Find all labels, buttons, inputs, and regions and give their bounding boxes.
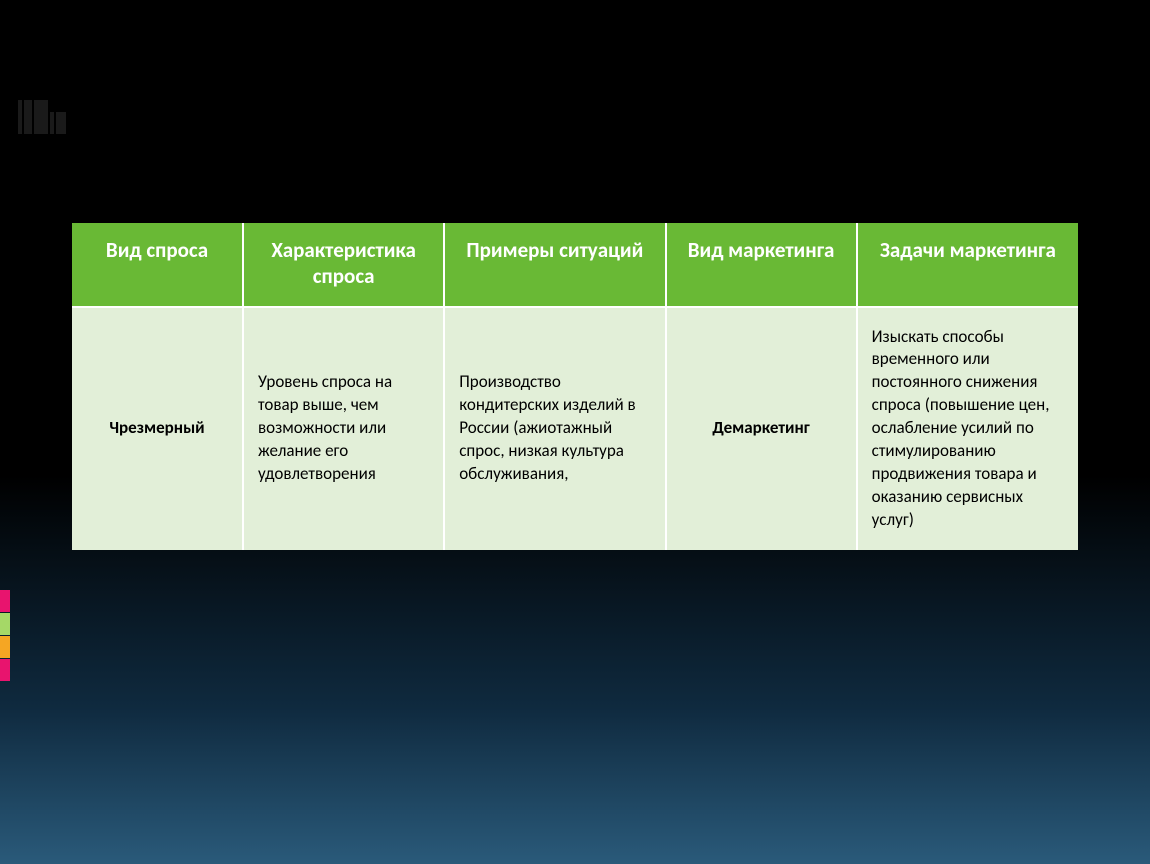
deco-tick [0, 659, 10, 681]
top-decoration [18, 100, 66, 134]
deco-bar [18, 100, 22, 134]
table-cell: Демаркетинг [666, 307, 857, 550]
table-cell: Чрезмерный [72, 307, 243, 550]
deco-bar [50, 112, 54, 134]
table-header-cell: Вид маркетинга [666, 223, 857, 307]
presentation-slide: Вид спросаХарактеристика спросаПримеры с… [0, 0, 1150, 864]
side-decoration [0, 590, 10, 682]
table-cell: Уровень спроса на товар выше, чем возмож… [243, 307, 444, 550]
table-cell: Производство кондитерских изделий в Росс… [444, 307, 665, 550]
deco-bar [24, 100, 32, 134]
deco-tick [0, 590, 10, 612]
table-header-cell: Вид спроса [72, 223, 243, 307]
table-header-cell: Примеры ситуаций [444, 223, 665, 307]
marketing-demand-table: Вид спросаХарактеристика спросаПримеры с… [72, 223, 1078, 550]
table: Вид спросаХарактеристика спросаПримеры с… [72, 223, 1078, 550]
table-header-cell: Задачи маркетинга [857, 223, 1078, 307]
table-header-row: Вид спросаХарактеристика спросаПримеры с… [72, 223, 1078, 307]
deco-tick [0, 613, 10, 635]
table-row: ЧрезмерныйУровень спроса на товар выше, … [72, 307, 1078, 550]
deco-bar [34, 100, 48, 134]
table-cell: Изыскать способы временного или постоянн… [857, 307, 1078, 550]
deco-bar [56, 112, 66, 134]
table-header-cell: Характеристика спроса [243, 223, 444, 307]
deco-tick [0, 636, 10, 658]
